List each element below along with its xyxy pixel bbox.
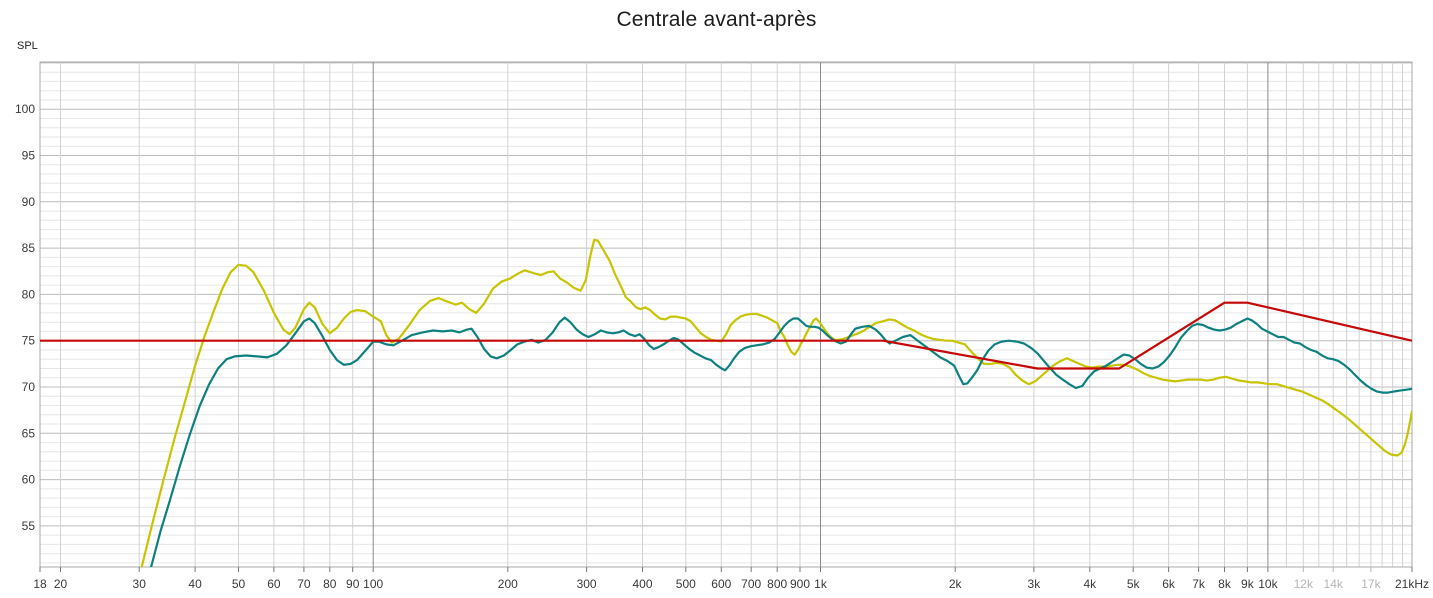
x-tick-label: 21kHz bbox=[1395, 577, 1429, 591]
series-apres-curve bbox=[150, 316, 1412, 567]
x-tick-label: 40 bbox=[188, 577, 202, 591]
x-tick-label: 30 bbox=[133, 577, 147, 591]
y-tick-label: 55 bbox=[22, 519, 36, 533]
y-tick-label: 65 bbox=[22, 426, 36, 440]
x-tick-label: 200 bbox=[498, 577, 518, 591]
x-tick-label: 700 bbox=[741, 577, 761, 591]
y-tick-label: 95 bbox=[22, 149, 36, 163]
x-tick-label: 10k bbox=[1258, 577, 1278, 591]
x-tick-label: 90 bbox=[346, 577, 360, 591]
x-tick-label: 600 bbox=[711, 577, 731, 591]
y-tick-label: 70 bbox=[22, 380, 36, 394]
x-tick-label: 2k bbox=[949, 577, 963, 591]
x-tick-label: 3k bbox=[1028, 577, 1042, 591]
x-tick-label: 80 bbox=[323, 577, 337, 591]
x-tick-label: 70 bbox=[297, 577, 311, 591]
chart-title: Centrale avant-après bbox=[616, 8, 817, 31]
x-tick-label: 18 bbox=[33, 577, 47, 591]
x-tick-label: 9k bbox=[1241, 577, 1255, 591]
series-target-curve-curve bbox=[40, 301, 1412, 370]
y-tick-label: 90 bbox=[22, 195, 36, 209]
x-tick-label: 60 bbox=[267, 577, 281, 591]
x-tick-label: 17k bbox=[1361, 577, 1381, 591]
x-tick-label: 4k bbox=[1083, 577, 1097, 591]
x-tick-label: 6k bbox=[1162, 577, 1176, 591]
x-tick-label: 800 bbox=[767, 577, 787, 591]
x-tick-label: 300 bbox=[577, 577, 597, 591]
y-axis-unit-label: SPL bbox=[17, 40, 38, 52]
x-tick-label: 8k bbox=[1218, 577, 1232, 591]
y-tick-label: 60 bbox=[22, 473, 36, 487]
plot-border bbox=[39, 61, 1413, 568]
x-tick-label: 5k bbox=[1127, 577, 1141, 591]
x-tick-label: 7k bbox=[1192, 577, 1206, 591]
x-tick-label: 100 bbox=[363, 577, 383, 591]
x-tick-label: 500 bbox=[676, 577, 696, 591]
x-tick-label: 12k bbox=[1294, 577, 1314, 591]
series-avant-curve bbox=[140, 238, 1412, 567]
x-tick-label: 400 bbox=[632, 577, 652, 591]
x-tick-label: 50 bbox=[232, 577, 246, 591]
x-tick-label: 14k bbox=[1324, 577, 1344, 591]
x-tick-label: 20 bbox=[54, 577, 68, 591]
x-tick-label: 900 bbox=[790, 577, 810, 591]
x-tick-label: 1k bbox=[814, 577, 828, 591]
y-tick-label: 80 bbox=[22, 287, 36, 301]
y-tick-label: 85 bbox=[22, 241, 36, 255]
y-tick-label: 75 bbox=[22, 334, 36, 348]
y-tick-label: 100 bbox=[15, 102, 35, 116]
